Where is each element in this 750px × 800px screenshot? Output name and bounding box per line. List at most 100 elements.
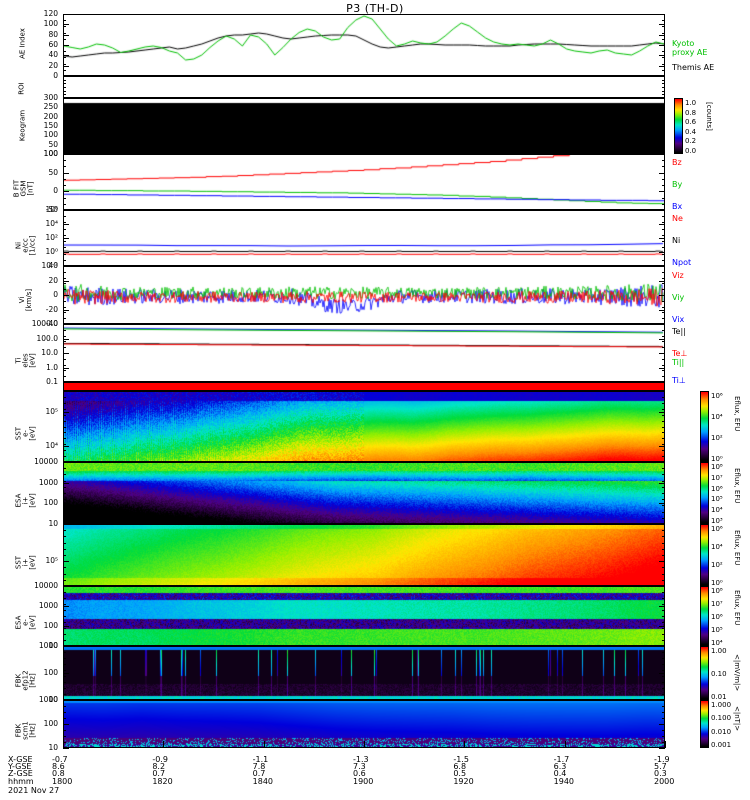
x-axis-tick-value: 7.3	[353, 762, 366, 771]
y-tick-label: 100	[43, 149, 58, 158]
minor-tick	[63, 586, 66, 587]
colorbar-tick-label: 10⁰	[711, 579, 723, 587]
y-tick-mark	[63, 367, 69, 369]
y-tick-mark	[63, 724, 69, 725]
minor-tick	[662, 178, 665, 180]
y-tick-mark	[63, 700, 69, 701]
minor-tick	[662, 306, 665, 308]
x-axis-tick-value: 0.7	[252, 769, 266, 778]
y-tick-label: 10000	[34, 581, 58, 590]
minor-tick	[662, 432, 665, 434]
minor-tick	[63, 748, 66, 749]
minor-tick	[662, 87, 665, 88]
minor-tick	[662, 110, 665, 112]
minor-tick	[662, 598, 665, 599]
trace-label: Bz	[672, 158, 682, 167]
y-tick-mark	[659, 503, 665, 505]
minor-tick	[662, 730, 665, 731]
y-tick-mark	[63, 266, 69, 267]
minor-tick	[63, 664, 66, 665]
y-tick-label: 10⁵	[45, 407, 58, 417]
minor-tick	[63, 450, 66, 452]
minor-tick	[63, 295, 66, 296]
minor-tick	[662, 172, 665, 174]
colorbar-tick-label: 10⁶	[711, 392, 723, 400]
x-axis-tick-value: -1.3	[353, 755, 369, 764]
minor-tick	[63, 382, 66, 383]
y-tick-label: 100	[43, 130, 58, 140]
minor-tick	[662, 567, 665, 569]
minor-tick	[63, 742, 66, 743]
colorbar-tick-label: 0.10	[711, 670, 727, 678]
y-tick-mark	[659, 24, 665, 26]
y-tick-mark	[63, 324, 69, 325]
panel-fbk-scm	[63, 700, 665, 748]
y-tick-label: 1000	[38, 477, 58, 487]
minor-tick	[63, 688, 66, 689]
y-tick-label: 10⁴	[45, 219, 58, 228]
colorbar-tick-label: 0.4	[685, 127, 697, 136]
minor-tick	[63, 524, 66, 525]
minor-tick	[63, 247, 66, 249]
minor-tick	[63, 670, 66, 671]
minor-tick	[63, 266, 66, 267]
x-axis-tick-value: 6.3	[553, 762, 567, 771]
minor-tick	[662, 536, 665, 538]
minor-tick	[63, 57, 66, 59]
minor-tick	[63, 90, 66, 92]
minor-tick	[662, 664, 665, 665]
y-tick-label: 10	[48, 641, 58, 650]
minor-tick	[63, 474, 66, 476]
x-axis-tick-value: -0.9	[152, 755, 168, 764]
y-tick-mark	[63, 748, 69, 749]
panel-roi	[63, 76, 665, 98]
minor-tick	[63, 289, 66, 291]
y-tick-mark	[659, 626, 665, 627]
minor-tick	[63, 736, 66, 737]
colorbar-tick-label: 0.2	[685, 137, 697, 146]
y-tick-label: 10	[48, 519, 58, 528]
minor-tick	[662, 499, 665, 501]
colorbar-tick-label: 10⁴	[711, 506, 723, 515]
y-tick-mark	[63, 224, 69, 225]
minor-tick	[662, 141, 665, 143]
x-axis-tick-value: 0.3	[654, 769, 667, 778]
minor-tick	[662, 640, 665, 641]
trace-label: Viy	[672, 293, 685, 302]
y-tick-label: 40	[48, 50, 58, 60]
minor-tick	[63, 444, 66, 446]
minor-tick	[662, 45, 665, 46]
minor-tick	[662, 610, 665, 611]
panel-ni-density	[63, 210, 665, 266]
x-tick-mark	[464, 741, 466, 748]
minor-tick	[662, 724, 665, 725]
colorbar-tick-label: 1.00	[711, 647, 727, 655]
minor-tick	[63, 364, 66, 366]
minor-tick	[662, 748, 665, 749]
minor-tick	[63, 634, 66, 635]
y-tick-label: 1000	[38, 641, 58, 650]
y-tick-label: 10⁰	[45, 247, 58, 256]
colorbar-tick-label: 10⁷	[711, 473, 723, 482]
colorbar-title: <|mV/m|>	[733, 654, 741, 692]
minor-tick	[662, 486, 665, 488]
y-tick-mark	[659, 55, 665, 57]
minor-tick	[662, 191, 665, 193]
colorbar-tick-label: 10²	[711, 561, 723, 569]
y-tick-mark	[63, 295, 69, 296]
minor-tick	[662, 312, 665, 314]
minor-tick	[662, 228, 665, 230]
minor-tick	[63, 402, 66, 404]
minor-tick	[662, 20, 665, 22]
y-tick-label: 10⁻²	[41, 261, 58, 270]
minor-tick	[63, 329, 66, 331]
y-tick-label: 100	[43, 149, 58, 158]
minor-tick	[662, 444, 665, 446]
minor-tick	[63, 38, 66, 40]
panel-ae-index	[63, 14, 665, 76]
minor-tick	[662, 335, 665, 337]
minor-tick	[63, 511, 66, 513]
minor-tick	[662, 222, 665, 224]
minor-tick	[662, 353, 665, 354]
colorbar-tick-label: 10⁵	[711, 495, 723, 504]
